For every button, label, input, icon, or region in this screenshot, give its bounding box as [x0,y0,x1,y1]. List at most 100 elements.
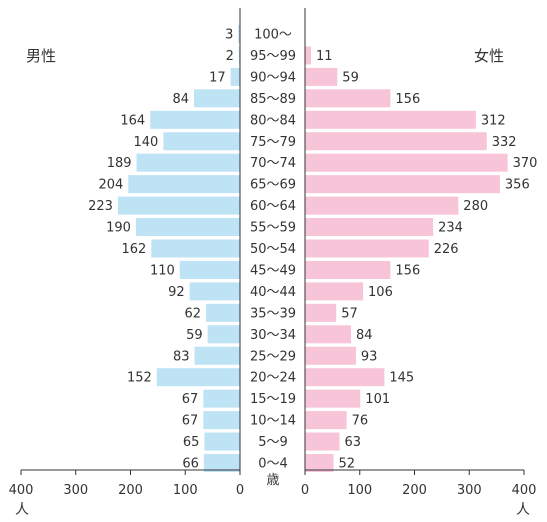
male-bar [128,175,240,194]
age-category-label: 85～89 [250,92,296,107]
male-label: 男性 [26,47,56,65]
x-unit-right: 人 [516,502,530,518]
male-bar [204,432,240,451]
female-bar [305,411,347,430]
age-category-label: 0～4 [258,457,288,472]
male-bar [194,346,240,365]
female-bar [305,110,476,129]
male-bar [238,46,240,65]
female-bar [305,46,312,65]
female-value-label: 312 [481,113,506,128]
male-x-tick-label: 0 [236,483,244,498]
age-category-label: 40～44 [250,285,296,300]
male-value-label: 2 [226,49,234,64]
age-category-label: 70～74 [250,156,296,171]
female-value-label: 145 [389,371,414,386]
male-bar [189,282,240,301]
age-category-label: 95～99 [250,49,296,64]
female-x-tick-label: 400 [512,483,537,498]
male-bar [163,132,240,151]
age-unit-label: 歳 [266,473,279,488]
male-bar [135,218,240,237]
female-value-label: 63 [344,435,361,450]
female-bar [305,325,351,344]
male-bar [230,67,240,86]
female-bar [305,346,356,365]
female-label: 女性 [474,47,504,65]
female-value-label: 84 [356,328,373,343]
age-category-label: 10～14 [250,414,296,429]
female-bar [305,89,391,108]
male-bar [136,153,240,172]
female-x-tick-label: 300 [457,483,482,498]
male-value-label: 67 [182,414,199,429]
male-value-label: 67 [182,392,199,407]
female-bar [305,132,487,151]
female-value-label: 52 [338,457,355,472]
age-category-label: 75～79 [250,135,296,150]
male-value-label: 190 [106,221,131,236]
age-category-label: 5～9 [258,435,288,450]
male-bar [117,196,240,215]
age-category-label: 25～29 [250,349,296,364]
male-value-label: 84 [172,92,189,107]
female-bar [305,389,361,408]
male-bar [207,325,240,344]
female-bar [305,454,334,472]
male-value-label: 83 [173,349,190,364]
male-bar [206,303,240,322]
age-category-label: 20～24 [250,371,296,386]
female-value-label: 106 [368,285,393,300]
male-bar [151,239,240,258]
female-bar [305,196,459,215]
female-value-label: 156 [395,263,420,278]
female-bar [305,239,429,258]
female-value-label: 280 [463,199,488,214]
male-value-label: 164 [120,113,145,128]
male-bar [238,25,240,43]
male-value-label: 162 [121,242,146,257]
male-value-label: 66 [182,457,199,472]
female-value-label: 356 [505,178,530,193]
male-bar [156,368,240,387]
age-category-label: 45～49 [250,263,296,278]
female-x-tick-label: 200 [402,483,427,498]
age-category-label: 30～34 [250,328,296,343]
age-category-label: 90～94 [250,70,296,85]
female-value-label: 156 [395,92,420,107]
female-value-label: 93 [361,349,378,364]
age-category-label: 60～64 [250,199,296,214]
female-value-label: 11 [316,49,333,64]
age-category-label: 65～69 [250,178,296,193]
x-unit-left: 人 [15,502,29,518]
female-bar [305,153,508,172]
female-bar [305,67,338,86]
female-value-label: 226 [434,242,459,257]
age-category-label: 35～39 [250,306,296,321]
female-x-tick-label: 0 [301,483,309,498]
male-bar [179,260,240,279]
male-x-tick-label: 300 [63,483,88,498]
male-x-tick-label: 200 [118,483,143,498]
female-bar [305,260,391,279]
age-category-label: 50～54 [250,242,296,257]
female-bar [305,218,434,237]
female-value-label: 57 [341,306,358,321]
age-category-label: 55～59 [250,221,296,236]
male-bar [194,89,240,108]
male-value-label: 189 [107,156,132,171]
male-value-label: 62 [185,306,202,321]
male-value-label: 59 [186,328,203,343]
male-value-label: 223 [88,199,113,214]
female-bar [305,282,364,301]
male-value-label: 3 [225,28,233,43]
male-value-label: 140 [134,135,159,150]
male-value-label: 17 [209,70,226,85]
female-value-label: 332 [492,135,517,150]
female-bar [305,303,337,322]
female-value-label: 234 [438,221,463,236]
male-value-label: 65 [183,435,200,450]
age-category-label: 80～84 [250,113,296,128]
female-bar [305,368,385,387]
